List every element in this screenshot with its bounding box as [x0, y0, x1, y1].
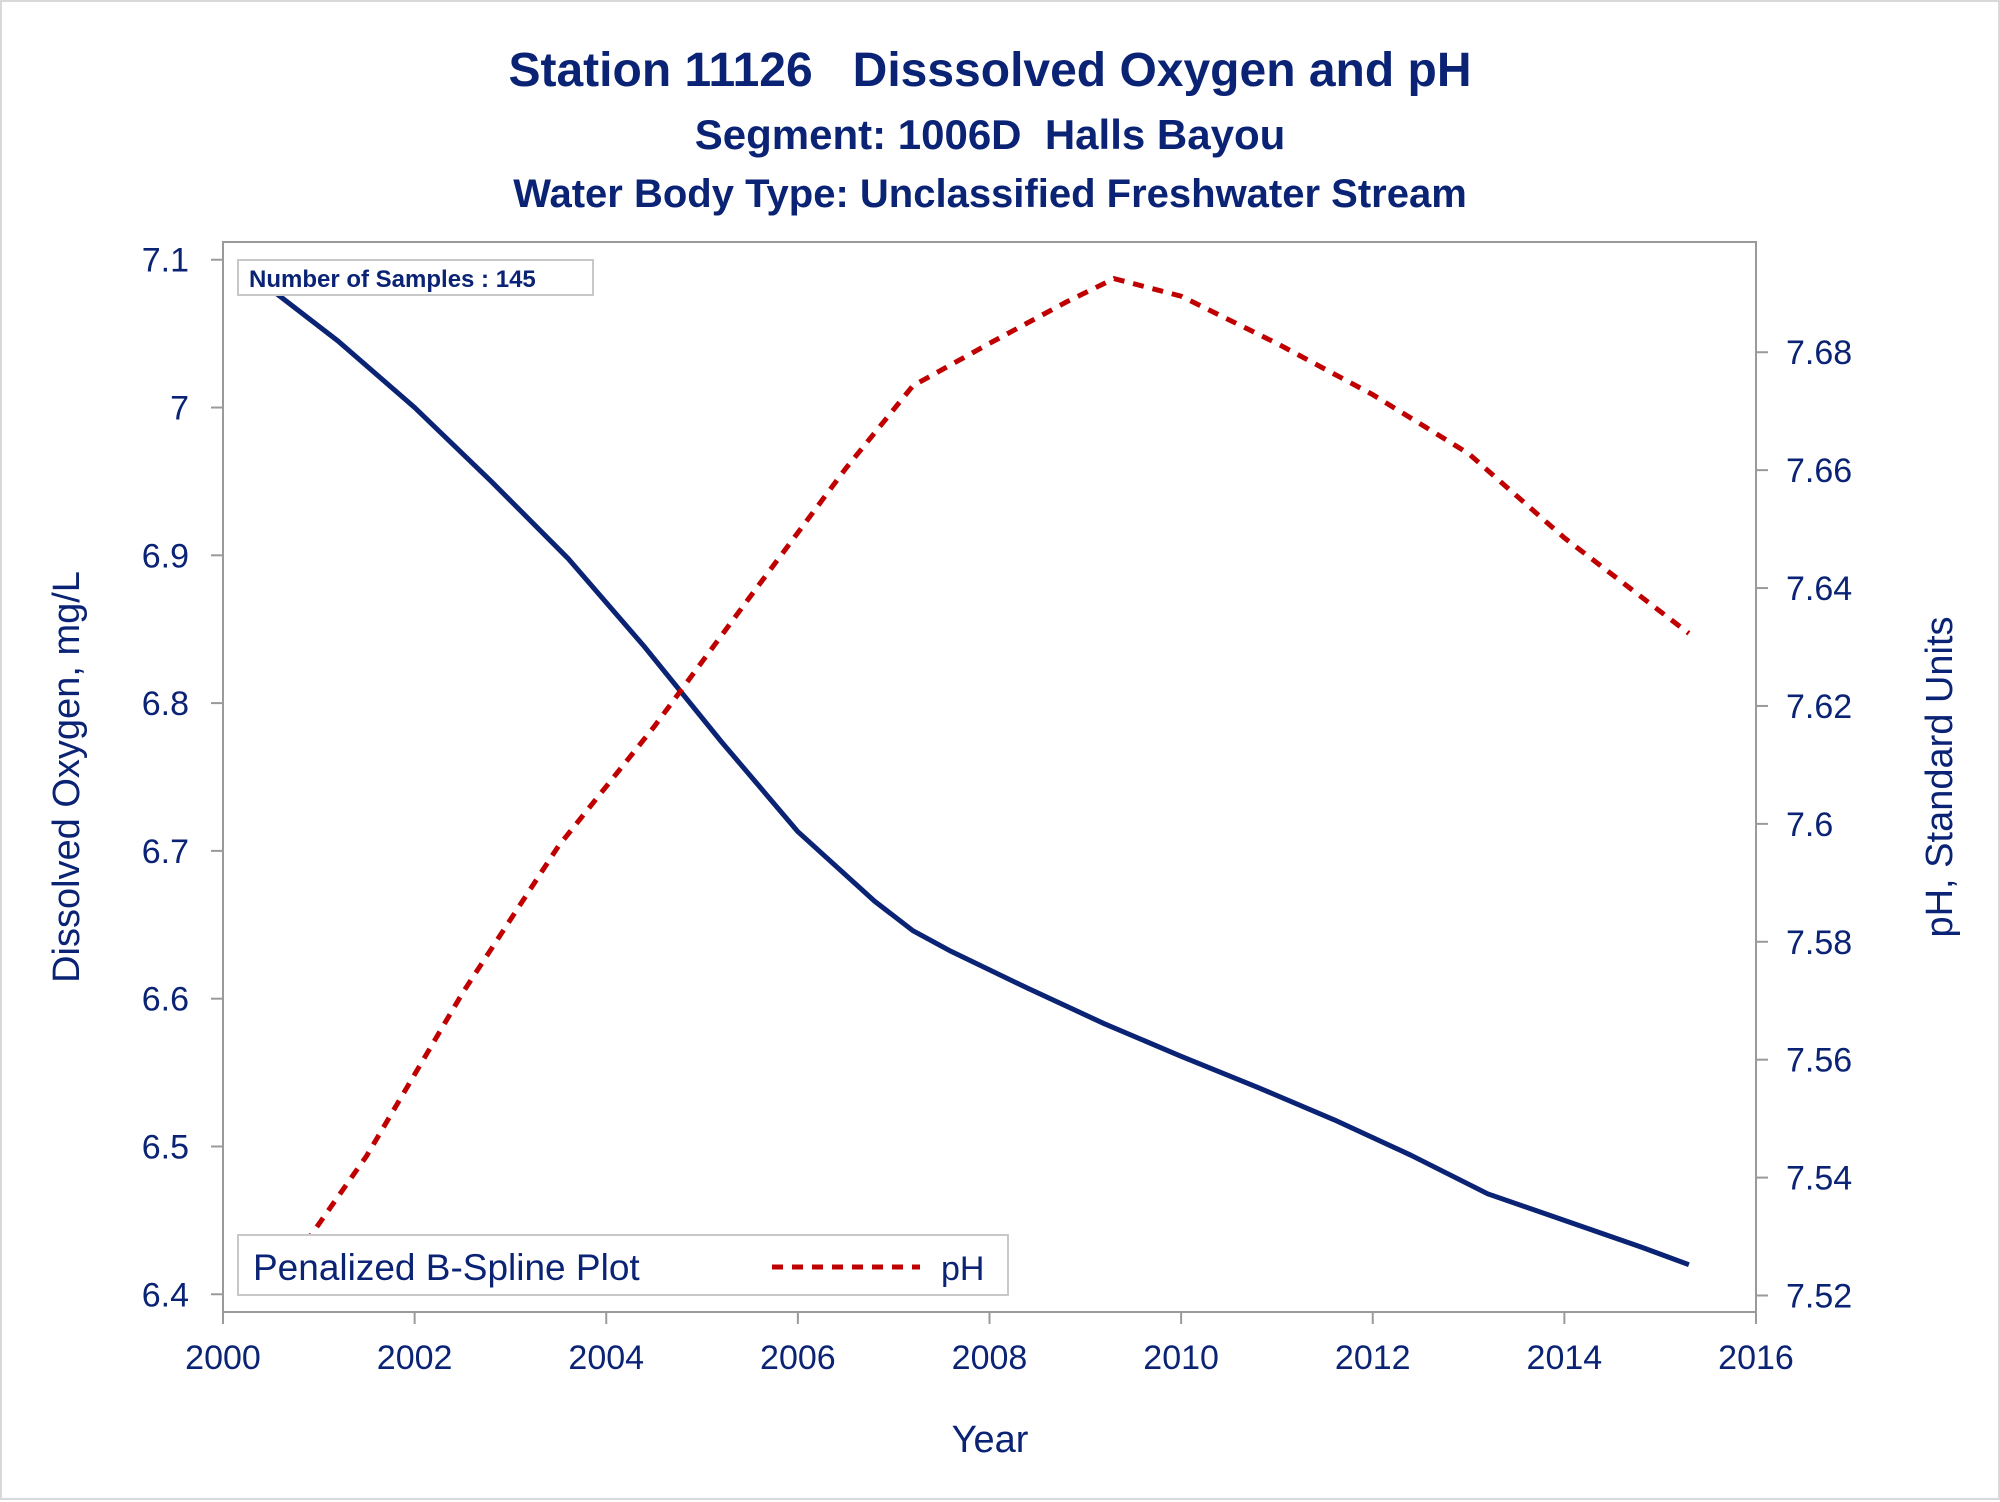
y-tick-label-7: 7 — [170, 390, 189, 428]
y-tick-label-6.6: 6.6 — [142, 981, 189, 1019]
dissolved-oxygen-line — [259, 279, 1690, 1268]
y2-tick-label-7.64: 7.64 — [1786, 570, 1852, 608]
chart-title: Station 11126 Disssolved Oxygen and pH — [508, 44, 1471, 97]
x-tick-label-2002: 2002 — [377, 1339, 453, 1377]
plot-area — [222, 241, 1757, 1313]
y2-tick-label-7.56: 7.56 — [1786, 1042, 1852, 1080]
sample-count-box: Number of Samples : 145 — [237, 259, 594, 296]
y-axis-left: 6.4 6.5 6.6 6.7 6.8 6.9 7 7.1 — [142, 242, 223, 1314]
x-tick-label-2004: 2004 — [568, 1339, 644, 1377]
ph-line — [268, 275, 1691, 1294]
x-tick-label-2010: 2010 — [1143, 1339, 1219, 1377]
x-tick-label-2000: 2000 — [185, 1339, 261, 1377]
x-tick-label-2014: 2014 — [1527, 1339, 1603, 1377]
sample-count-label: Number of Samples : 145 — [249, 266, 536, 293]
y2-tick-label-7.52: 7.52 — [1786, 1277, 1852, 1315]
x-tick-label-2006: 2006 — [760, 1339, 836, 1377]
chart-subtitle: Segment: 1006D Halls Bayou — [695, 111, 1286, 158]
x-axis: 2000 2002 2004 2006 2008 2010 2012 2014 2016 — [185, 1312, 1794, 1377]
y-axis-right: 7.52 7.54 7.56 7.58 7.6 7.62 7.64 7.66 7.68 — [1756, 334, 1852, 1315]
y-tick-label-6.7: 6.7 — [142, 833, 189, 871]
x-tick-label-2008: 2008 — [952, 1339, 1028, 1377]
y-tick-label-6.9: 6.9 — [142, 537, 189, 575]
legend-entry-ph: pH — [941, 1250, 984, 1288]
y-axis-label: Dissolved Oxygen, mg/L — [46, 571, 88, 983]
y-tick-label-7.1: 7.1 — [142, 242, 189, 280]
y2-tick-label-7.66: 7.66 — [1786, 452, 1852, 490]
y2-tick-label-7.58: 7.58 — [1786, 924, 1852, 962]
y2-tick-label-7.54: 7.54 — [1786, 1160, 1852, 1198]
y2-tick-label-7.68: 7.68 — [1786, 334, 1852, 372]
y-tick-label-6.5: 6.5 — [142, 1128, 189, 1166]
chart-subtitle-2: Water Body Type: Unclassified Freshwater… — [513, 172, 1467, 216]
legend-title: Penalized B-Spline Plot — [253, 1247, 640, 1288]
y2-tick-label-7.6: 7.6 — [1786, 806, 1833, 844]
legend: Penalized B-Spline Plot pH — [237, 1234, 1009, 1296]
x-tick-label-2016: 2016 — [1718, 1339, 1794, 1377]
y2-axis-label: pH, Standard Units — [1919, 616, 1961, 937]
y2-tick-label-7.62: 7.62 — [1786, 688, 1852, 726]
y-tick-label-6.4: 6.4 — [142, 1276, 189, 1314]
x-tick-label-2012: 2012 — [1335, 1339, 1411, 1377]
x-axis-label: Year — [952, 1419, 1029, 1461]
y-tick-label-6.8: 6.8 — [142, 685, 189, 723]
